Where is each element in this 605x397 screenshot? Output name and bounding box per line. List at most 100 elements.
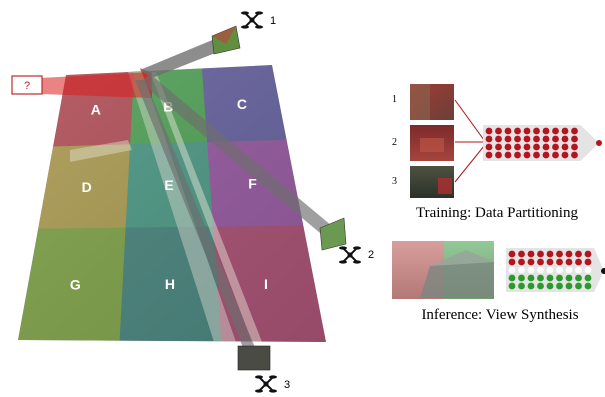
network-neuron xyxy=(527,266,535,274)
network-neuron xyxy=(508,266,516,274)
partition-label-b: B xyxy=(163,99,173,115)
network-neuron xyxy=(575,266,582,274)
network-neuron xyxy=(523,151,531,159)
network-output xyxy=(601,268,605,274)
partition-label-h: H xyxy=(165,276,175,292)
network-neuron xyxy=(542,143,550,151)
network-neuron xyxy=(518,266,525,274)
network-neuron xyxy=(565,282,573,290)
network-neuron xyxy=(556,266,563,274)
training-submodule-network xyxy=(483,125,602,161)
network-neuron xyxy=(546,250,554,258)
network-neuron xyxy=(556,282,563,290)
network-neuron xyxy=(514,135,521,143)
partition-label-g: G xyxy=(70,276,81,292)
network-neuron xyxy=(542,151,550,159)
network-neuron xyxy=(565,266,573,274)
network-neuron xyxy=(546,274,554,282)
drone-1-view xyxy=(211,25,241,55)
network-neuron xyxy=(556,274,563,282)
network-neuron xyxy=(575,258,582,266)
network-neuron xyxy=(552,151,559,159)
network-neuron xyxy=(527,282,535,290)
network-neuron xyxy=(542,135,550,143)
network-neuron xyxy=(571,143,578,151)
network-neuron xyxy=(537,266,544,274)
network-neuron xyxy=(485,151,493,159)
network-neuron xyxy=(546,282,554,290)
network-neuron xyxy=(537,274,544,282)
network-neuron xyxy=(533,135,540,143)
network-neuron xyxy=(584,266,592,274)
network-neuron xyxy=(561,127,569,135)
partition-label-e: E xyxy=(164,177,173,193)
partition-cell-i xyxy=(213,225,326,342)
partition-cell-c xyxy=(201,65,287,143)
network-neuron xyxy=(552,127,559,135)
drone-3-view xyxy=(237,345,271,371)
network-neuron xyxy=(518,282,525,290)
network-neuron xyxy=(533,127,540,135)
network-neuron xyxy=(537,250,544,258)
network-neuron xyxy=(523,135,531,143)
network-neuron xyxy=(552,135,559,143)
network-neuron xyxy=(518,258,525,266)
network-neuron xyxy=(537,282,544,290)
network-neuron xyxy=(508,258,516,266)
network-neuron xyxy=(565,274,573,282)
partition-cell-g xyxy=(18,227,126,341)
training-image-number-2: 2 xyxy=(392,137,397,148)
network-neuron xyxy=(485,127,493,135)
network-neuron xyxy=(575,282,582,290)
network-neuron xyxy=(514,143,521,151)
inference-submodule-network xyxy=(506,248,605,292)
network-neuron xyxy=(533,143,540,151)
network-neuron xyxy=(495,151,502,159)
network-neuron xyxy=(546,258,554,266)
network-neuron xyxy=(584,250,592,258)
partition-cell-h xyxy=(119,226,222,342)
network-neuron xyxy=(504,127,512,135)
network-neuron xyxy=(508,250,516,258)
network-neuron xyxy=(561,151,569,159)
network-neuron xyxy=(518,274,525,282)
partition-label-i: I xyxy=(264,276,268,292)
network-neuron xyxy=(504,135,512,143)
network-neuron xyxy=(556,258,563,266)
network-neuron xyxy=(537,258,544,266)
network-neuron xyxy=(527,274,535,282)
inference-panel: Inference: View Synthesis xyxy=(392,241,605,323)
network-neuron xyxy=(508,282,516,290)
network-neuron xyxy=(495,135,502,143)
partition-cell-d xyxy=(38,144,131,229)
network-neuron xyxy=(495,127,502,135)
network-neuron xyxy=(542,127,550,135)
network-neuron xyxy=(504,151,512,159)
partition-label-c: C xyxy=(237,96,247,112)
network-neuron xyxy=(514,151,521,159)
network-neuron xyxy=(527,250,535,258)
network-neuron xyxy=(523,127,531,135)
drone-2-view xyxy=(319,217,347,251)
drone-3-icon xyxy=(255,375,277,393)
network-neuron xyxy=(533,151,540,159)
network-neuron xyxy=(518,250,525,258)
network-neuron xyxy=(485,135,493,143)
network-neuron xyxy=(571,151,578,159)
network-neuron xyxy=(527,258,535,266)
network-neuron xyxy=(561,143,569,151)
network-neuron xyxy=(565,258,573,266)
partition-label-f: F xyxy=(248,176,257,192)
drone-1-number: 1 xyxy=(270,15,276,27)
network-neuron xyxy=(514,127,521,135)
aerial-scene: A B C D E F G H I xyxy=(18,65,326,342)
network-neuron xyxy=(571,127,578,135)
network-neuron xyxy=(565,250,573,258)
drone-3-number: 3 xyxy=(284,379,290,391)
drone-2-icon xyxy=(339,246,361,264)
query-label: ? xyxy=(24,80,30,92)
network-neuron xyxy=(561,135,569,143)
network-neuron xyxy=(523,143,531,151)
network-neuron xyxy=(584,274,592,282)
